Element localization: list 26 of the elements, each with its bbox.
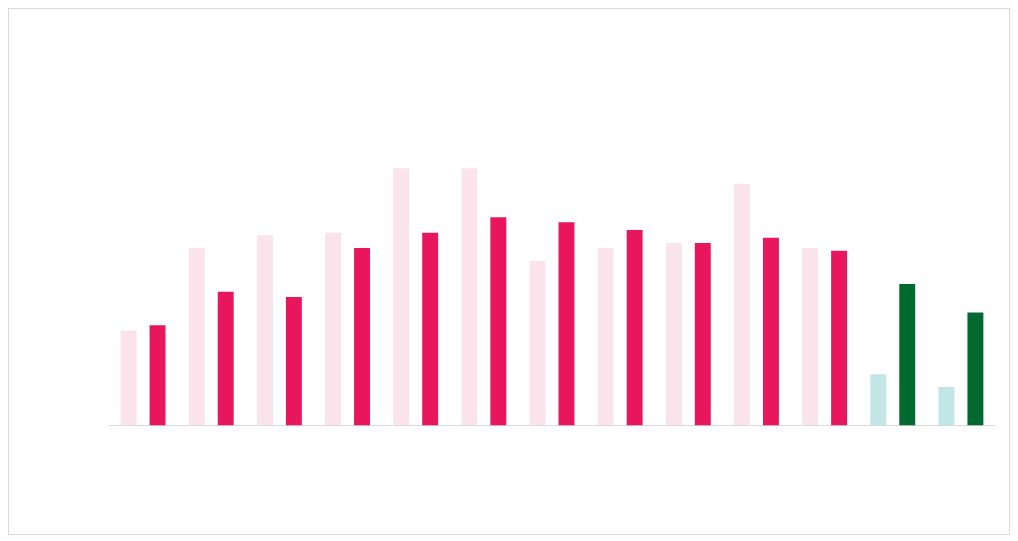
bar bbox=[285, 296, 302, 426]
bar bbox=[558, 222, 575, 426]
bar bbox=[120, 330, 137, 426]
bar bbox=[217, 291, 234, 426]
bar bbox=[626, 230, 643, 426]
bar bbox=[422, 232, 439, 426]
bar bbox=[393, 168, 410, 426]
bar bbox=[354, 248, 370, 426]
bar bbox=[256, 235, 273, 426]
bar bbox=[149, 325, 166, 426]
bar bbox=[188, 248, 205, 426]
bar bbox=[967, 312, 984, 426]
bar bbox=[762, 237, 779, 426]
bar bbox=[734, 183, 750, 426]
bar bbox=[938, 387, 955, 426]
bar bbox=[597, 248, 614, 426]
bar bbox=[490, 217, 507, 426]
bar bbox=[461, 168, 478, 426]
bar bbox=[694, 242, 711, 426]
bar bbox=[870, 374, 887, 426]
bar bbox=[665, 242, 682, 426]
bar bbox=[831, 250, 848, 426]
bar bbox=[529, 260, 546, 426]
bar bbox=[325, 232, 342, 426]
bar bbox=[899, 284, 916, 426]
bar bbox=[802, 248, 819, 426]
